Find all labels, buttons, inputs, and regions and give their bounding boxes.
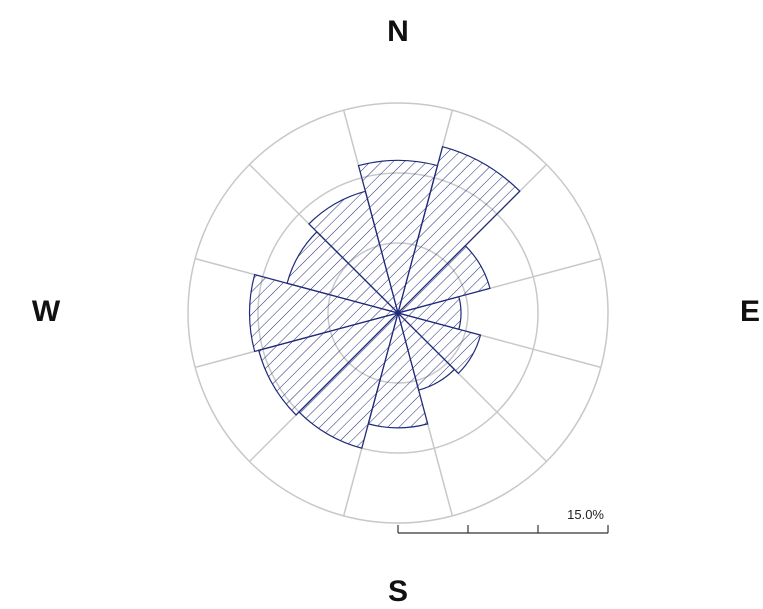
sector [308, 190, 400, 316]
direction-label: W [32, 295, 61, 328]
sector [395, 311, 482, 375]
spoke [465, 330, 602, 369]
direction-label: E [740, 295, 760, 328]
sector [249, 273, 401, 353]
ring [187, 102, 609, 524]
direction-label: N [387, 15, 409, 48]
sector [396, 145, 521, 316]
direction-label: S [388, 575, 408, 608]
scale-label: 15.0% [567, 507, 604, 522]
spoke [446, 361, 548, 463]
sector [395, 244, 491, 315]
